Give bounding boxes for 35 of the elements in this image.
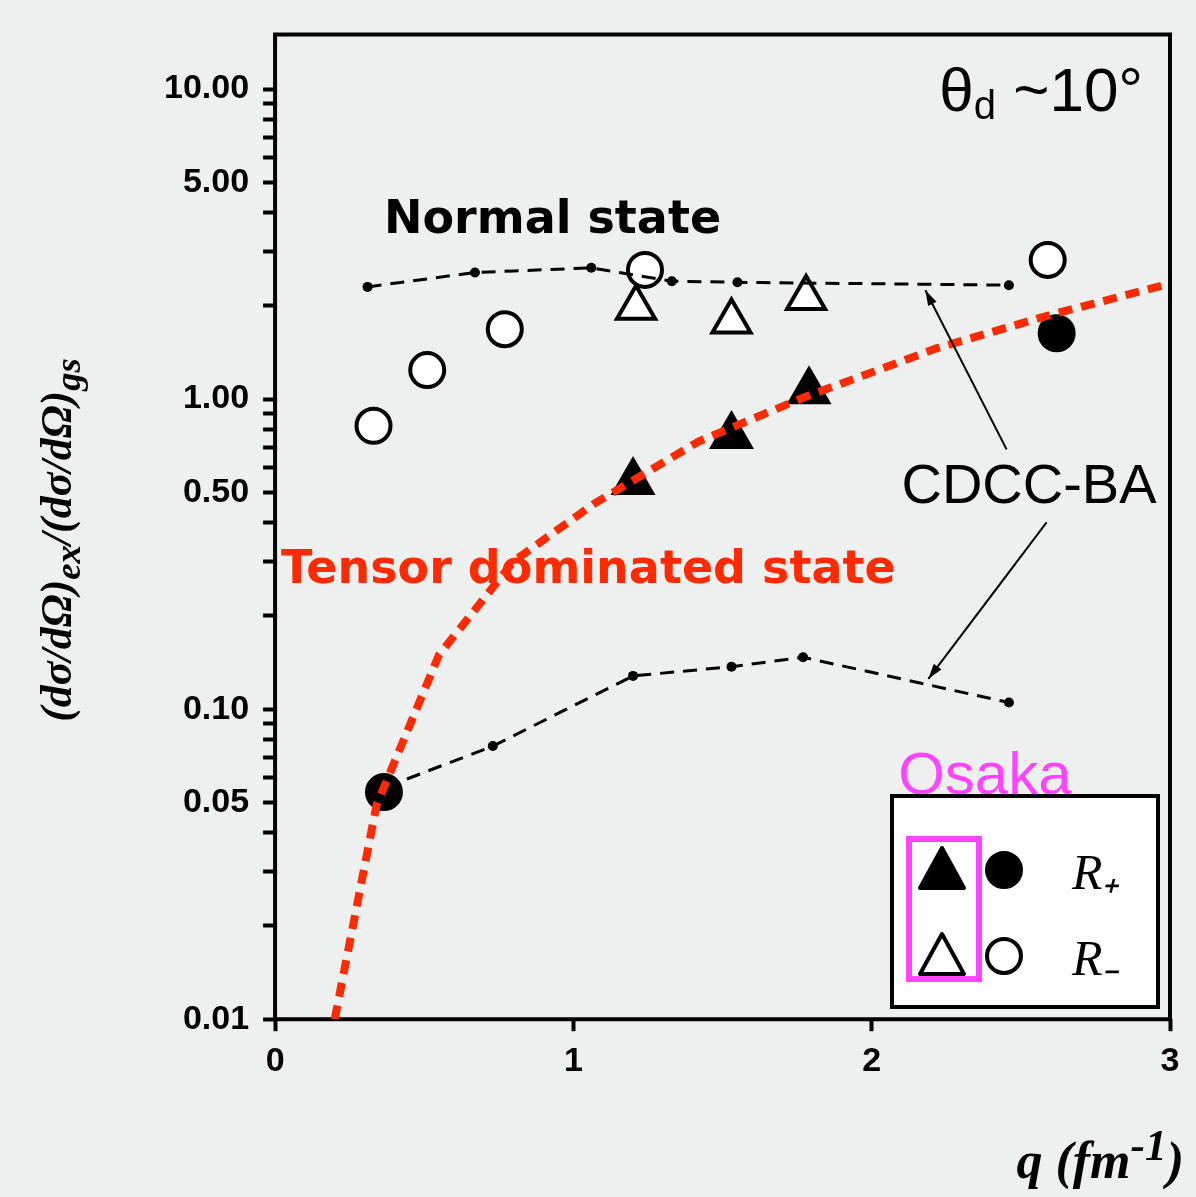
y-tick-label: 0.05 (182, 780, 250, 819)
point (469, 267, 480, 278)
y-tick-label: 0.01 (182, 997, 250, 1036)
annotation: Normal state (383, 190, 722, 245)
point (625, 250, 664, 289)
x-tick-label: 1 (563, 1039, 583, 1078)
annotation: CDCC-BA (901, 451, 1158, 515)
point (726, 661, 737, 672)
point (362, 281, 373, 292)
point (354, 406, 393, 445)
point (798, 652, 809, 663)
x-axis-title: q (fm$^{-1}$) (1016, 1120, 1184, 1191)
legend-label: R₋ (1072, 929, 1120, 989)
x-tick-label: 3 (1160, 1039, 1180, 1078)
point (732, 277, 743, 288)
point (666, 276, 677, 287)
point (485, 310, 524, 349)
point (1037, 314, 1076, 353)
x-tick-label: 0 (265, 1039, 285, 1078)
point (628, 670, 639, 681)
point (1003, 697, 1014, 708)
point (487, 741, 498, 752)
y-tick-label: 0.50 (182, 470, 250, 509)
annotation: Osaka (898, 740, 1073, 808)
y-tick-label: 10.00 (163, 67, 250, 106)
y-tick-label: 0.10 (182, 687, 250, 726)
x-tick-label: 2 (862, 1039, 882, 1078)
y-tick-label: 5.00 (182, 160, 250, 199)
legend-label: R₊ (1072, 843, 1120, 903)
point (408, 351, 447, 390)
point (1028, 240, 1067, 279)
y-tick-label: 1.00 (182, 377, 250, 416)
point (1003, 280, 1014, 291)
annotation: Tensor dominated state (280, 540, 896, 595)
point (586, 262, 597, 273)
